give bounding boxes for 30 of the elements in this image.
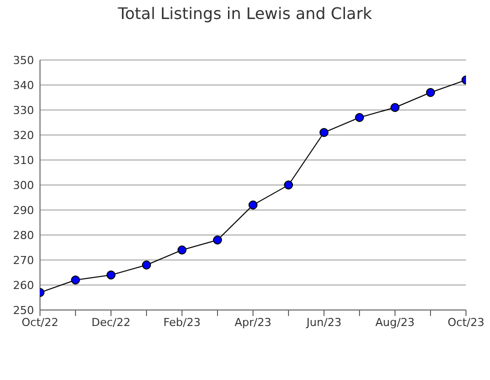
y-tick-label: 290 xyxy=(13,204,34,217)
point xyxy=(248,200,258,210)
point xyxy=(284,180,293,190)
point xyxy=(213,236,222,244)
x-tick-label: Dec/22 xyxy=(92,316,130,329)
point xyxy=(106,270,116,280)
point xyxy=(142,260,151,270)
x-tick-label: Aug/23 xyxy=(375,316,415,329)
point xyxy=(71,276,80,284)
y-tick-label: 320 xyxy=(13,128,34,142)
point xyxy=(355,113,364,122)
y-tick-label: 280 xyxy=(13,228,34,242)
y-tick-label: 310 xyxy=(13,154,34,167)
point xyxy=(426,88,435,97)
y-tick-label: 300 xyxy=(13,178,34,192)
x-tick-label: Oct/22 xyxy=(22,316,58,329)
x-tick-label: Oct/23 xyxy=(448,316,484,329)
y-tick-label: 330 xyxy=(13,104,34,117)
y-tick-label: 260 xyxy=(13,278,34,292)
chart-title: Total Listings in Lewis and Clark xyxy=(116,4,374,23)
x-tick-label: Apr/23 xyxy=(234,316,272,329)
y-tick-label: 350 xyxy=(13,54,34,67)
y-tick-label: 250 xyxy=(13,304,34,317)
point xyxy=(178,246,186,254)
point xyxy=(320,128,328,137)
x-tick-label: Jun/23 xyxy=(306,316,342,329)
point xyxy=(390,103,400,112)
x-tick-label: Feb/23 xyxy=(163,316,201,329)
y-tick-label: 340 xyxy=(13,78,34,92)
y-tick-label: 270 xyxy=(13,254,34,267)
